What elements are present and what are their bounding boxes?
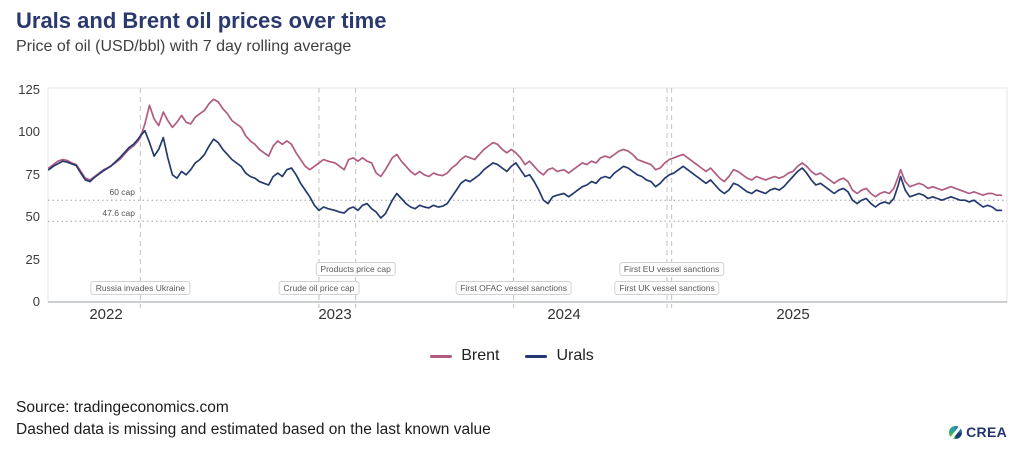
urals-line — [47, 129, 1003, 219]
crea-logo-text: CREA — [966, 424, 1007, 440]
brent-line — [47, 98, 1003, 198]
legend-item-urals: Urals — [525, 347, 594, 365]
footnote-text: Dashed data is missing and estimated bas… — [16, 420, 491, 438]
chart-footer: Source: tradingeconomics.com Dashed data… — [16, 397, 491, 440]
legend-item-brent: Brent — [430, 347, 499, 365]
crea-logo: CREA — [949, 424, 1007, 440]
legend-swatch-brent — [430, 354, 453, 358]
legend-swatch-urals — [525, 354, 548, 358]
page-subtitle: Price of oil (USD/bbl) with 7 day rollin… — [16, 38, 352, 55]
legend-label-brent: Brent — [461, 347, 500, 364]
legend-label-urals: Urals — [556, 347, 594, 364]
crea-logo-icon — [949, 425, 963, 439]
page-title: Urals and Brent oil prices over time — [16, 8, 387, 33]
plot-panel — [47, 87, 1008, 303]
chart-legend: Brent Urals — [0, 347, 1024, 365]
source-text: Source: tradingeconomics.com — [16, 399, 229, 416]
